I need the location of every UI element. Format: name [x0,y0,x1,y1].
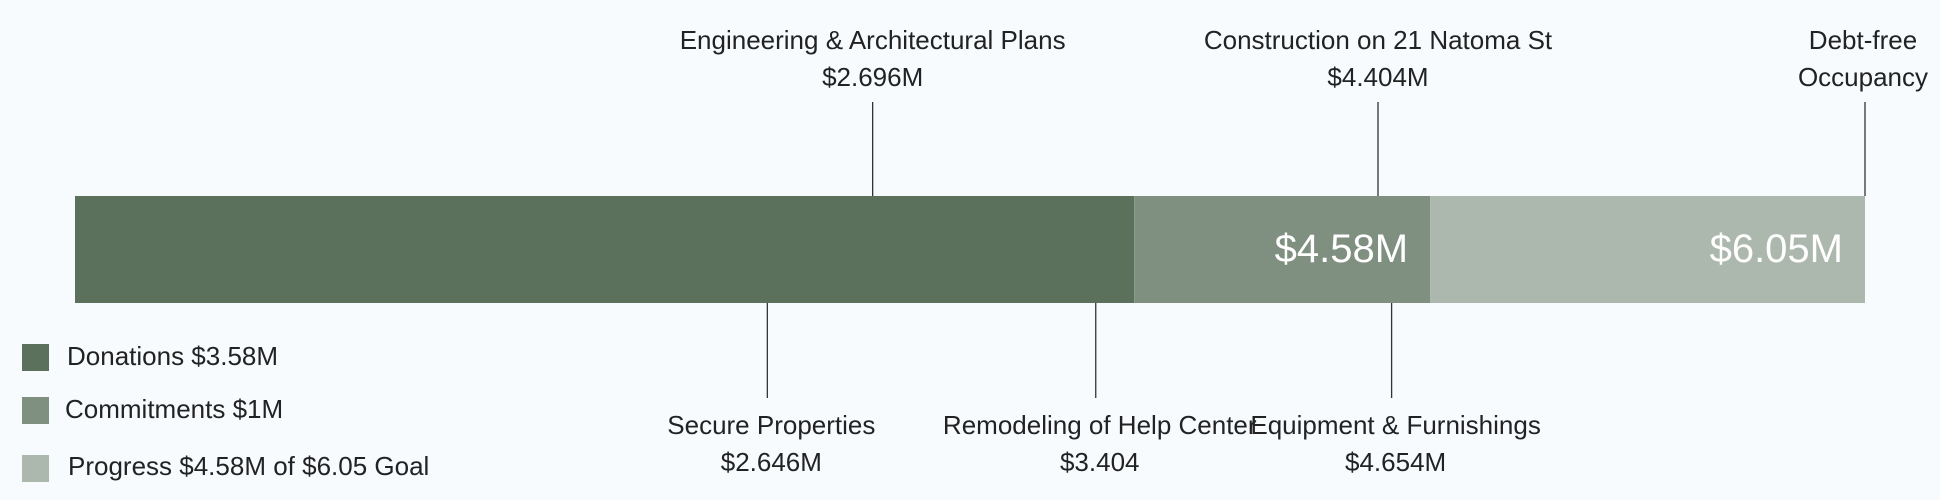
milestone-bottom-amount-1: $3.404 [1060,447,1140,477]
progress-bar: $4.58M $6.05M [75,196,1865,303]
milestone-bottom-amount-2: $4.654M [1345,447,1446,477]
bar-segment-commitments [1134,196,1431,303]
milestone-bottom-title-1: Remodeling of Help Center [943,410,1257,440]
bar-label-1: $6.05M [1710,227,1843,271]
milestone-bottom-amount-0: $2.646M [721,447,822,477]
bar-segment-remaining-to-goal [1430,196,1865,303]
milestones: Engineering & Architectural Plans $2.696M… [667,25,1928,477]
milestone-top-title-2: Debt-free Occupancy [1798,25,1928,92]
bar-label-0: $4.58M [1275,227,1408,271]
legend-label-progress: Progress $4.58M of $6.05 Goal [68,451,430,481]
milestone-bottom-title-0: Secure Properties [667,410,875,440]
bar-segment-donations [75,196,1135,303]
milestone-top-amount-0: $2.696M [822,62,923,92]
legend-swatch-progress [22,455,49,482]
milestone-top-title-1: Construction on 21 Natoma St [1204,25,1553,55]
milestone-top-title-0: Engineering & Architectural Plans [680,25,1066,55]
milestone-bottom-title-2: Equipment & Furnishings [1250,410,1540,440]
legend-swatch-commitments [22,397,49,424]
legend-swatch-donations [22,344,49,371]
legend-label-commitments: Commitments $1M [65,394,284,424]
legend-label-donations: Donations $3.58M [67,341,279,371]
milestone-top-amount-1: $4.404M [1327,62,1428,92]
